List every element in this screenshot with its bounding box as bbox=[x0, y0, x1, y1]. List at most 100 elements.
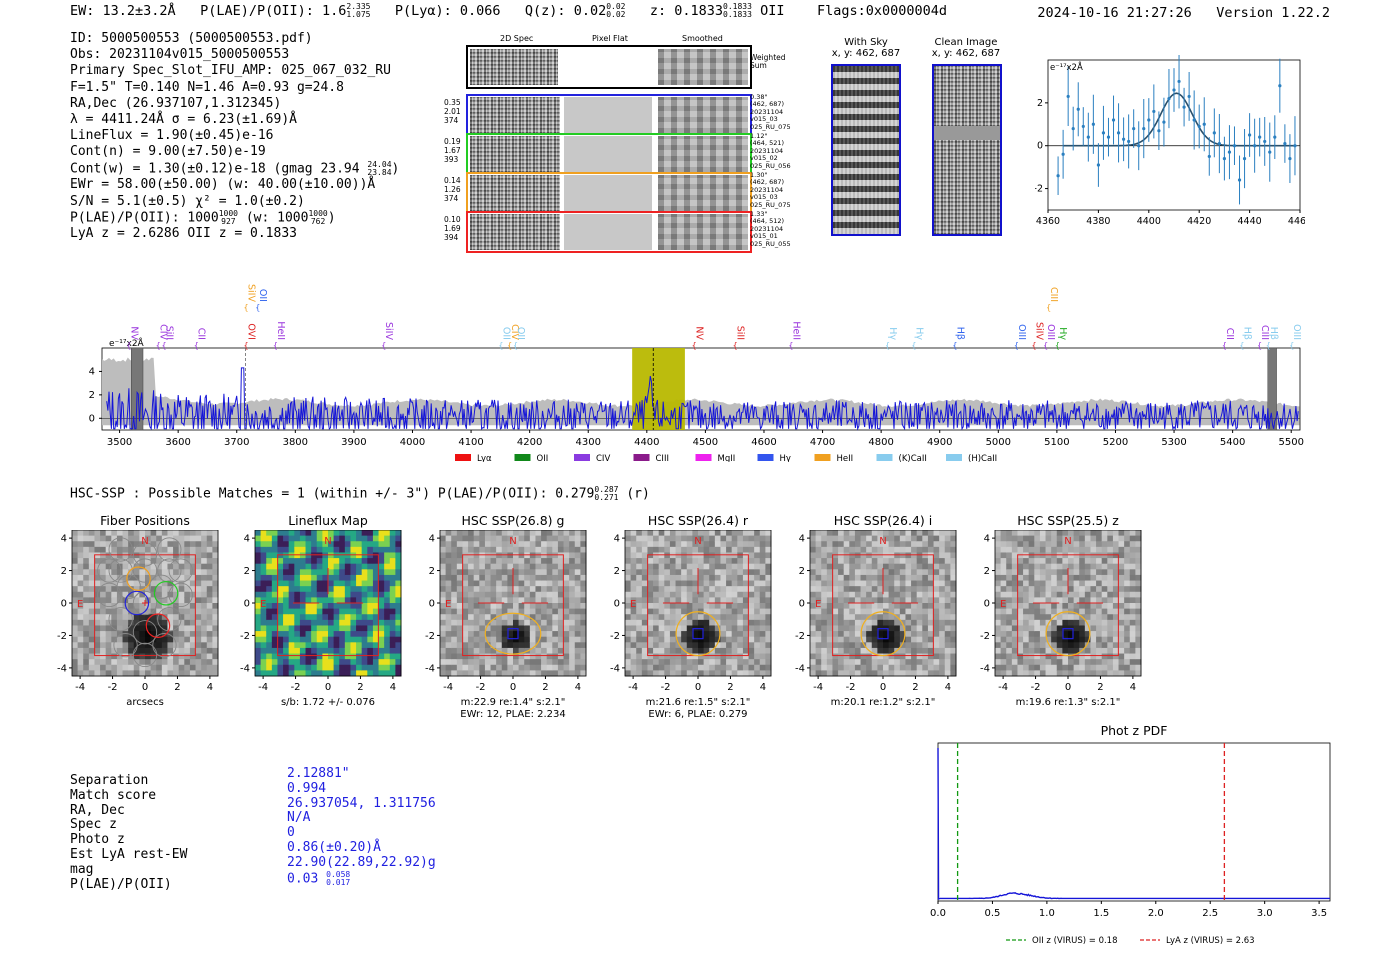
panel-pixel bbox=[546, 552, 553, 559]
panel-pixel bbox=[473, 608, 480, 615]
spectrum-line-brace: { bbox=[911, 341, 916, 350]
panel-pixel bbox=[1096, 642, 1103, 649]
panel-pixel bbox=[468, 530, 475, 537]
panel-pixel bbox=[490, 653, 497, 660]
panel-pixel bbox=[810, 670, 817, 677]
panel-pixel bbox=[283, 597, 290, 604]
panel-pixel bbox=[271, 631, 278, 638]
panel-pixel bbox=[1107, 535, 1114, 542]
panel-pixel bbox=[195, 614, 202, 621]
panel-pixel bbox=[395, 642, 402, 649]
panel-pixel bbox=[1079, 597, 1086, 604]
panel-pixel bbox=[328, 653, 335, 660]
panel-pixel bbox=[546, 597, 553, 604]
panel-pixel bbox=[911, 603, 918, 610]
panel-pixel bbox=[843, 574, 850, 582]
panel-pixel bbox=[339, 569, 346, 576]
panel-pixel bbox=[894, 563, 901, 570]
panel-pixel bbox=[201, 636, 208, 643]
panel-pixel bbox=[77, 659, 84, 666]
panel-pixel bbox=[468, 631, 475, 638]
panel-pixel bbox=[1028, 625, 1035, 632]
panel-pixel bbox=[675, 574, 682, 582]
panel-pixel bbox=[116, 574, 124, 582]
panel-pixel bbox=[384, 569, 391, 576]
panel-pixel bbox=[1028, 636, 1035, 643]
panel-pixel bbox=[507, 580, 514, 587]
match-label-radec: RA, Dec bbox=[70, 802, 125, 818]
panel-pixel bbox=[625, 552, 632, 559]
panel-pixel bbox=[277, 574, 284, 582]
panel-pixel bbox=[765, 603, 772, 610]
panel-pixel bbox=[675, 552, 682, 559]
panel-pixel bbox=[1101, 619, 1108, 626]
panel-pixel bbox=[122, 670, 129, 677]
panel-pixel bbox=[843, 586, 850, 593]
panel-source-marker bbox=[1062, 628, 1074, 640]
panel-pixel bbox=[698, 647, 705, 655]
panel-pixel bbox=[1006, 631, 1013, 638]
panel-pixel bbox=[950, 552, 957, 559]
panel-pixel bbox=[150, 647, 157, 655]
panel-pixel bbox=[372, 586, 380, 593]
match-value-plae: 0.03 bbox=[287, 871, 319, 887]
panel-pixel bbox=[995, 535, 1002, 542]
panel-pixel bbox=[128, 642, 135, 649]
panel-pixel bbox=[344, 586, 351, 593]
panel-pixel bbox=[1129, 586, 1136, 593]
panel-pixel bbox=[866, 541, 873, 548]
panel-pixel bbox=[636, 603, 643, 610]
panel-pixel bbox=[350, 653, 357, 660]
panel-pixel bbox=[574, 653, 581, 660]
panel-pixel bbox=[821, 659, 828, 666]
panel-pixel bbox=[1045, 552, 1052, 559]
panel-pixel bbox=[145, 653, 152, 660]
panel-pixel bbox=[184, 670, 191, 677]
panel-pixel bbox=[916, 653, 923, 660]
panel-pixel bbox=[580, 608, 587, 615]
panel-pixel bbox=[451, 591, 458, 598]
panel-pixel bbox=[866, 558, 873, 565]
zoom-data-point bbox=[1197, 124, 1201, 129]
panel-xtick-label: -2 bbox=[661, 682, 671, 693]
info-contw: Cont(w) = 1.30(±0.12)e-18 (gmag 23.94 bbox=[70, 161, 360, 177]
panel-pixel bbox=[854, 535, 862, 542]
panel-pixel bbox=[703, 591, 710, 598]
panel-pixel bbox=[167, 569, 174, 576]
panel-pixel bbox=[877, 659, 884, 666]
panel-pixel bbox=[1079, 552, 1086, 559]
panel-pixel bbox=[843, 597, 850, 604]
panel-pixel bbox=[737, 535, 744, 542]
panel-pixel bbox=[1006, 586, 1013, 593]
panel-pixel bbox=[283, 642, 290, 649]
panel-pixel bbox=[161, 670, 168, 677]
panel-pixel bbox=[395, 558, 402, 565]
panel-pixel bbox=[552, 574, 559, 582]
match-label-score: Match score bbox=[70, 787, 157, 803]
panel-pixel bbox=[501, 631, 508, 638]
panel-pixel bbox=[580, 642, 587, 649]
panel-pixel bbox=[479, 653, 486, 660]
panel-pixel bbox=[658, 597, 665, 604]
panel-pixel bbox=[742, 541, 750, 548]
panel-pixel bbox=[658, 653, 665, 660]
panel-pixel bbox=[541, 597, 548, 604]
panel-pixel bbox=[849, 580, 856, 587]
panel-pixel bbox=[77, 603, 84, 610]
panel-pixel bbox=[866, 574, 873, 582]
panel-pixel bbox=[111, 670, 118, 677]
panel-pixel bbox=[316, 541, 323, 548]
panel-pixel bbox=[1124, 659, 1131, 666]
panel-pixel bbox=[933, 535, 940, 542]
panel-pixel bbox=[344, 552, 351, 559]
panel-pixel bbox=[150, 558, 157, 565]
panel-pixel bbox=[184, 603, 191, 610]
panel-pixel bbox=[195, 659, 202, 666]
panel-pixel bbox=[139, 535, 146, 542]
panel-pixel bbox=[1096, 659, 1103, 666]
panel-pixel bbox=[826, 591, 833, 598]
panel-pixel bbox=[184, 530, 191, 537]
panel-pixel bbox=[316, 558, 323, 565]
panel-pixel bbox=[647, 569, 654, 576]
panel-pixel bbox=[860, 558, 867, 565]
